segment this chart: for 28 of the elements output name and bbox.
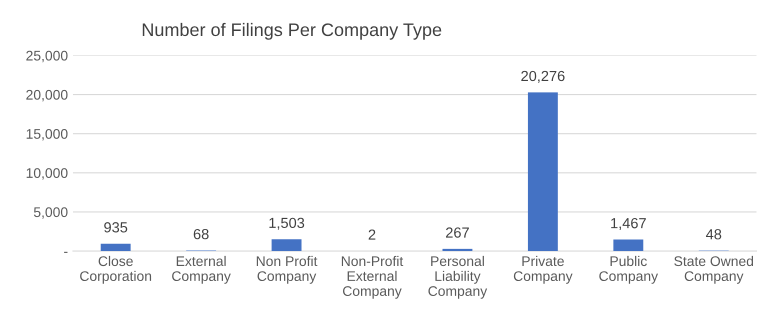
y-tick-label: 25,000 [26, 50, 68, 62]
data-label: 1,467 [611, 218, 646, 230]
bar [613, 240, 644, 252]
x-tick-label: Non-Profit External Company [342, 256, 404, 299]
data-label: 935 [104, 222, 128, 232]
x-tick-label: Personal Liability Company [428, 256, 488, 299]
data-label: 1,503 [269, 218, 304, 230]
y-tick-label: 10,000 [26, 168, 68, 180]
bar [528, 92, 558, 252]
x-tick-label: State Owned Company [674, 256, 754, 284]
data-label: 267 [446, 227, 469, 238]
y-tick-label: 5,000 [34, 207, 68, 219]
data-label: 48 [706, 229, 722, 240]
bar [442, 248, 472, 252]
y-tick-label: 20,000 [26, 90, 68, 102]
data-label: 2 [368, 229, 376, 240]
data-label: 20,276 [521, 70, 565, 83]
data-label: 68 [194, 228, 209, 240]
chart-title: Number of Filings Per Company Type [142, 22, 442, 40]
y-tick-label: - [64, 252, 68, 253]
bar [272, 239, 302, 252]
x-tick-label: External Company [172, 256, 231, 284]
x-tick-label: Close Corporation [80, 256, 152, 284]
x-tick-label: Private Company [514, 256, 573, 284]
bar [100, 244, 131, 252]
x-tick-label: Non Profit Company [256, 256, 318, 284]
y-tick-label: 15,000 [26, 128, 68, 140]
x-tick-label: Public Company [599, 256, 658, 284]
